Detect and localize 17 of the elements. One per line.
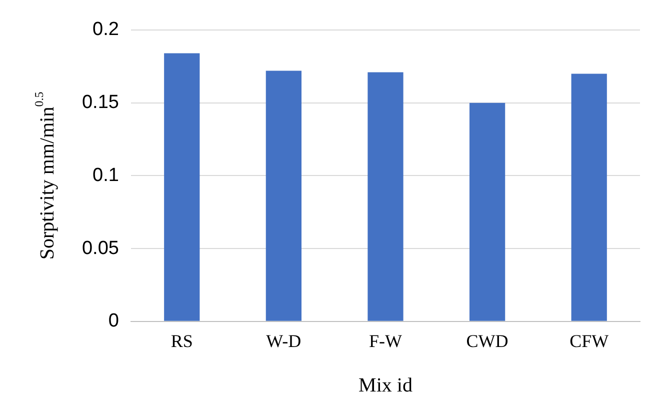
y-tick-label: 0.05 [82, 238, 119, 259]
y-axis-title: Sorptivity mm/min0.5 [32, 92, 58, 260]
bar [266, 70, 302, 321]
bar [469, 102, 506, 321]
bar [164, 53, 200, 321]
x-tick-label: W-D [266, 330, 302, 351]
y-tick-label: 0 [108, 310, 119, 332]
x-tick-label: CWD [466, 330, 508, 351]
y-tick-label: 0.2 [92, 19, 119, 40]
y-tick-label: 0.15 [82, 92, 119, 114]
x-axis-title: Mix id [358, 374, 412, 396]
x-tick-label: CFW [570, 330, 609, 351]
y-tick-label: 0.1 [92, 164, 119, 186]
x-tick-label: RS [170, 330, 193, 351]
bar [571, 74, 607, 321]
bar [368, 72, 404, 321]
x-tick-label: F-W [368, 330, 402, 351]
